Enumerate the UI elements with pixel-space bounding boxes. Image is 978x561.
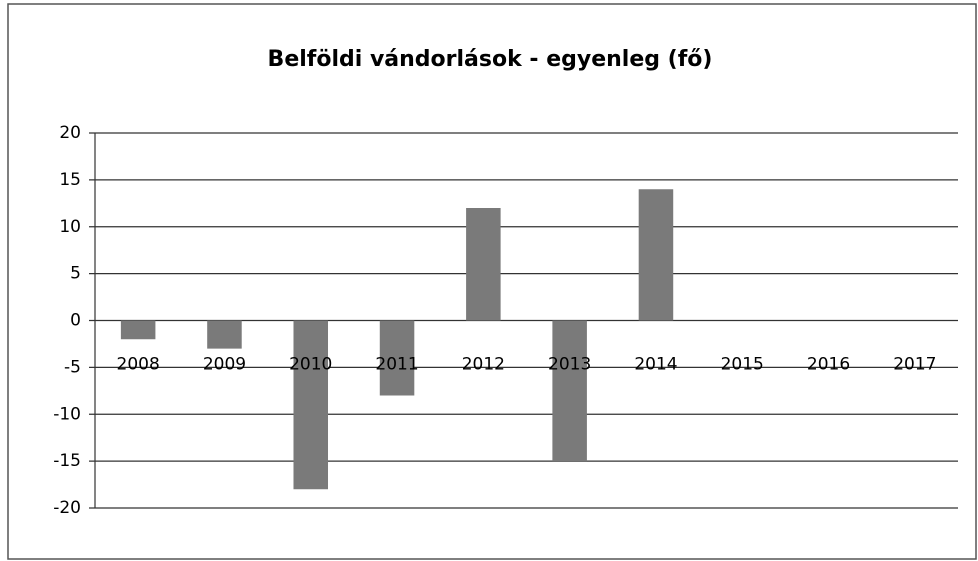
x-tick-label: 2010 <box>289 355 332 375</box>
bar <box>552 320 587 462</box>
x-tick-label: 2016 <box>807 355 850 375</box>
x-tick-label: 2011 <box>375 355 418 375</box>
bar <box>207 320 242 349</box>
chart-title: Belföldi vándorlások - egyenleg (fő) <box>268 47 713 72</box>
y-tick-label: 0 <box>70 311 81 331</box>
bar <box>466 208 501 321</box>
y-tick-label: 5 <box>70 264 81 284</box>
bar <box>120 320 156 340</box>
bar <box>379 320 415 396</box>
bar <box>293 320 329 490</box>
x-tick-label: 2009 <box>203 355 246 375</box>
bar <box>638 189 674 321</box>
y-tick-label: 10 <box>59 217 81 237</box>
y-tick-label: -10 <box>53 404 81 424</box>
x-tick-label: 2014 <box>634 355 677 375</box>
y-tick-label: 15 <box>59 170 81 190</box>
x-tick-label: 2013 <box>548 355 591 375</box>
x-tick-label: 2015 <box>721 355 764 375</box>
x-tick-label: 2008 <box>117 355 160 375</box>
x-tick-label: 2017 <box>893 355 936 375</box>
y-tick-label: -20 <box>53 498 81 518</box>
y-tick-label: -15 <box>53 451 81 471</box>
y-tick-label: 20 <box>59 123 81 143</box>
x-tick-label: 2012 <box>462 355 505 375</box>
y-tick-label: -5 <box>64 357 81 377</box>
